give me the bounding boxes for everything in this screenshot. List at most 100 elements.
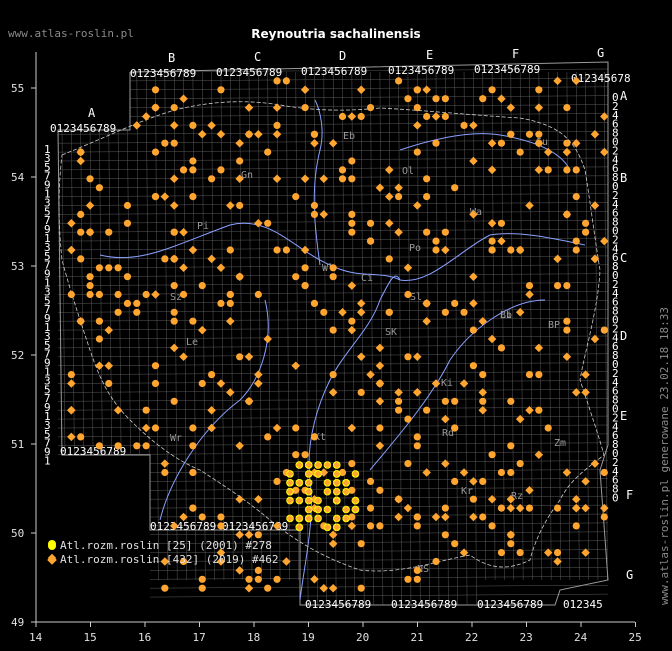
- atpol-digit: 0: [612, 492, 619, 505]
- record-dot: [395, 397, 403, 405]
- grid-line: [230, 71, 234, 581]
- record-dot: [441, 95, 449, 103]
- record-diamond: [469, 272, 478, 281]
- record-dot: [366, 522, 375, 530]
- record-diamond: [431, 512, 441, 522]
- region-label: Ki: [441, 378, 453, 389]
- record-dot: [245, 575, 253, 583]
- longitude-axis: 14 15 16 17 18 19 20 21 22 23 24 25: [29, 622, 642, 644]
- record-diamond: [413, 352, 422, 362]
- record-diamond: [235, 174, 244, 184]
- record-diamond: [394, 183, 403, 192]
- atpol-digit: 8: [612, 349, 619, 362]
- atpol-digit: 8: [612, 483, 619, 496]
- atpol-digit: 2: [612, 411, 619, 424]
- record-diamond: [272, 174, 282, 184]
- record-dot: [273, 477, 281, 485]
- record-dot: [189, 468, 197, 477]
- record-dot: [170, 308, 178, 316]
- record-dot: [385, 255, 393, 263]
- record-diamond: [581, 388, 590, 397]
- atpol-digits: 012345: [563, 598, 603, 611]
- record-diamond: [333, 479, 341, 487]
- lon-tick-label: 24: [574, 631, 588, 644]
- grid-line: [149, 469, 609, 473]
- record-diamond: [459, 548, 469, 557]
- record-dot: [507, 540, 515, 548]
- grid-line: [529, 71, 533, 581]
- record-dot: [189, 317, 197, 325]
- atpol-digits: 0123456789: [477, 598, 543, 611]
- record-dot: [441, 308, 449, 316]
- record-diamond: [333, 488, 341, 496]
- grid-line: [57, 202, 609, 206]
- record-diamond: [441, 459, 450, 468]
- grid-line: [149, 531, 609, 536]
- region-label: Lb: [500, 310, 512, 321]
- record-diamond: [506, 494, 516, 504]
- record-dot: [572, 246, 580, 254]
- lon-tick-label: 14: [29, 631, 43, 644]
- lon-tick-label: 20: [356, 631, 369, 644]
- record-diamond: [67, 405, 76, 415]
- record-diamond: [179, 352, 188, 362]
- record-dot: [525, 504, 534, 512]
- record-diamond: [207, 121, 216, 130]
- record-diamond: [525, 486, 534, 495]
- record-diamond: [525, 290, 534, 299]
- record-dot: [301, 451, 309, 459]
- record-dot: [348, 157, 356, 165]
- record-dot: [301, 264, 309, 272]
- record-dot: [497, 549, 506, 557]
- record-dot: [198, 584, 206, 592]
- atpol-digit: 6: [612, 162, 619, 175]
- record-diamond: [104, 361, 113, 370]
- record-dot: [535, 371, 543, 379]
- record-dot: [563, 282, 571, 290]
- record-diamond: [351, 497, 359, 505]
- record-dot: [292, 486, 300, 494]
- grid-line: [604, 71, 608, 581]
- grid-line: [57, 148, 609, 153]
- record-diamond: [272, 521, 282, 531]
- lon-tick-label: 21: [411, 631, 424, 644]
- region-label: NS: [417, 564, 429, 575]
- record-diamond: [356, 308, 366, 317]
- record-diamond: [506, 530, 516, 540]
- record-diamond: [76, 156, 85, 166]
- record-diamond: [543, 147, 553, 157]
- region-label: BP: [548, 320, 560, 331]
- grid-line: [519, 71, 524, 581]
- record-diamond: [487, 219, 497, 228]
- atpol-digit: 6: [612, 296, 619, 309]
- record-dot: [189, 157, 197, 165]
- record-dot: [488, 86, 496, 94]
- grid-line: [129, 68, 609, 73]
- record-dot: [264, 433, 272, 441]
- grid-line: [57, 309, 609, 313]
- record-diamond: [314, 497, 322, 505]
- record-dot: [264, 148, 272, 156]
- record-dot: [507, 468, 515, 477]
- record-dot: [95, 184, 103, 192]
- lon-tick-label: 23: [520, 631, 533, 644]
- record-dot: [273, 575, 281, 583]
- record-dot: [497, 139, 506, 147]
- record-dot: [161, 468, 169, 477]
- grid-line: [57, 380, 609, 384]
- record-dot: [451, 397, 459, 405]
- record-dot: [535, 130, 543, 138]
- grid-line: [57, 398, 609, 402]
- record-diamond: [515, 503, 525, 513]
- record-dot: [507, 246, 515, 254]
- region-label: Rz: [511, 491, 523, 502]
- river-line: [313, 99, 323, 266]
- atpol-digit: 2: [612, 322, 619, 335]
- grid-line: [482, 71, 486, 581]
- grid-line: [267, 71, 271, 581]
- record-diamond: [169, 201, 179, 210]
- atpol-digits: 0123456789: [216, 66, 282, 79]
- atpol-digit: 7: [44, 392, 51, 405]
- record-dot: [404, 575, 412, 583]
- record-diamond: [515, 245, 525, 255]
